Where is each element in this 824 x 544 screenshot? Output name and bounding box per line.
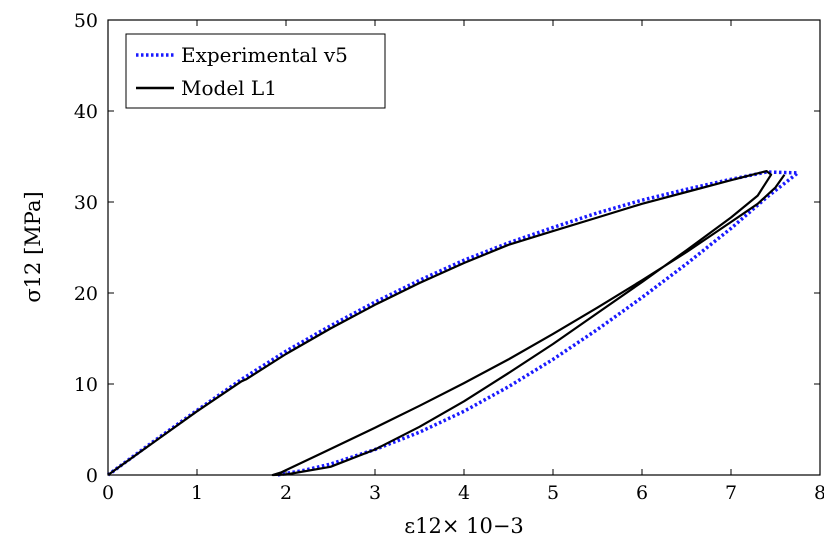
legend-box	[125, 33, 386, 109]
legend-label-model: Model L1	[181, 76, 277, 100]
y-tick-label: 40	[74, 101, 98, 123]
legend-label-experimental: Experimental v5	[181, 43, 348, 67]
x-tick-label: 7	[725, 482, 737, 504]
y-tick-label: 50	[74, 10, 98, 32]
series-line-model	[107, 170, 786, 477]
x-tick-label: 0	[102, 482, 114, 504]
ticks-layer: 0 1 2 3 4 5 6 7 8 0 10 20 30 40 50	[74, 10, 824, 504]
y-axis-label: σ12 [MPa]	[21, 191, 45, 302]
x-axis-label: ε12× 10−3	[404, 514, 524, 538]
y-tick-label: 30	[74, 192, 98, 214]
x-tick-label: 3	[369, 482, 381, 504]
x-tick-label: 5	[547, 482, 559, 504]
series-layer	[106, 170, 800, 477]
x-tick-label: 8	[814, 482, 824, 504]
y-tick-label: 10	[74, 374, 98, 396]
y-tick-label: 0	[86, 465, 98, 487]
x-tick-label: 4	[458, 482, 470, 504]
x-tick-label: 6	[636, 482, 648, 504]
x-tick-label: 1	[191, 482, 203, 504]
legend: Experimental v5 Model L1	[125, 33, 386, 109]
series-line-experimental	[106, 170, 800, 477]
y-tick-label: 20	[74, 283, 98, 305]
x-tick-label: 2	[280, 482, 292, 504]
